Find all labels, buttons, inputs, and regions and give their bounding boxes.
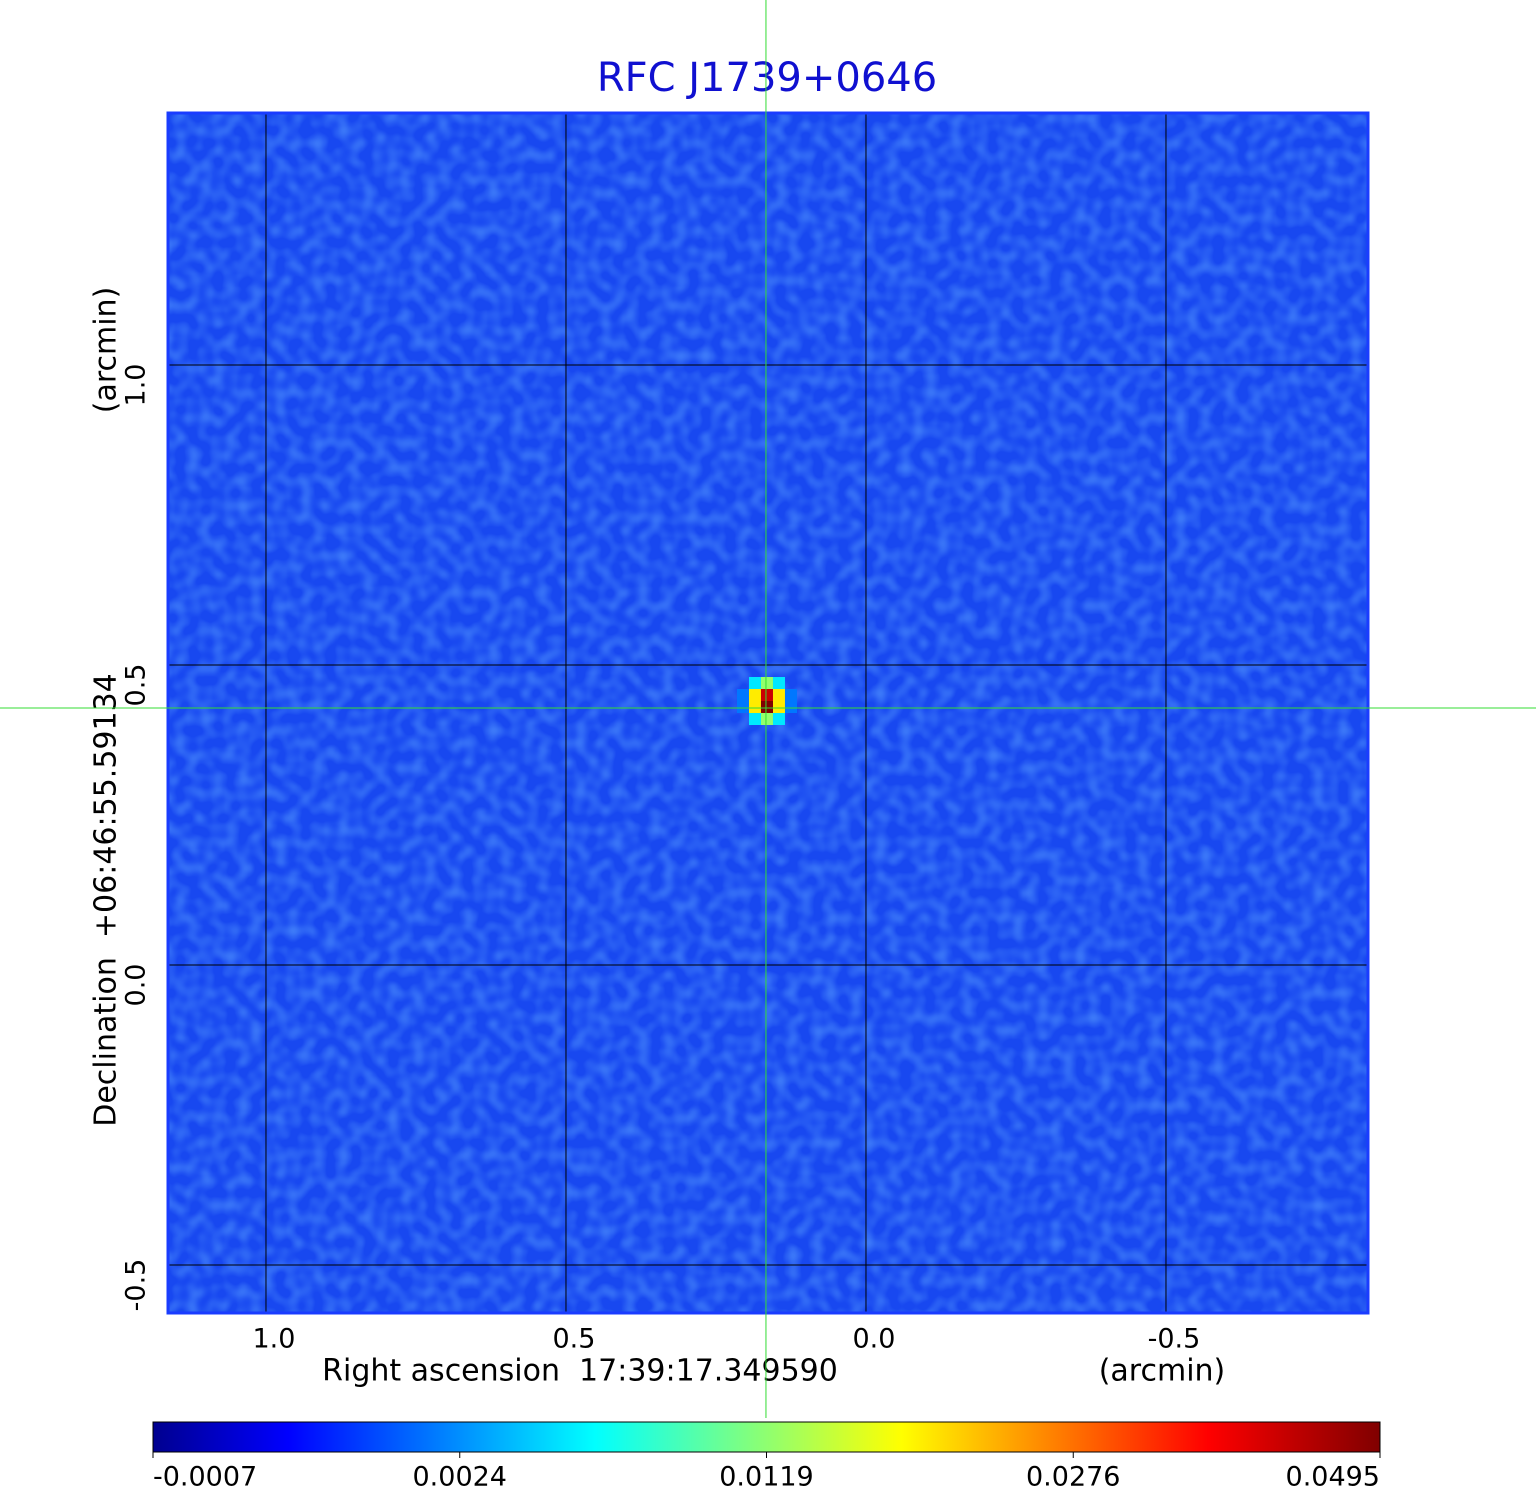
x-axis-label: Right ascension 17:39:17.349590: [322, 1354, 838, 1389]
colorbar-tick-label: 0.0119: [719, 1462, 813, 1493]
source-halo: [772, 713, 785, 725]
colorbar-tick-label: 0.0495: [1286, 1462, 1380, 1493]
y-axis-unit: (arcmin): [89, 287, 124, 414]
source-halo: [784, 689, 797, 701]
x-tick-label: 0.5: [553, 1324, 596, 1355]
source-halo: [772, 689, 785, 701]
colorbar-tick-label: 0.0276: [1026, 1462, 1120, 1493]
source-halo: [736, 701, 749, 713]
chart-title: RFC J1739+0646: [597, 55, 937, 101]
x-tick-label: -0.5: [1148, 1324, 1201, 1355]
colorbar-tick-label: 0.0024: [413, 1462, 507, 1493]
x-tick-label: 0.0: [853, 1324, 896, 1355]
y-tick-label: 0.0: [121, 964, 152, 1007]
plot-border: [166, 111, 1370, 1315]
source-halo: [784, 701, 797, 713]
source-halo: [748, 677, 761, 689]
y-tick-label: 0.5: [121, 664, 152, 707]
source-halo: [772, 701, 785, 713]
source-halo: [760, 713, 773, 725]
source-halo: [748, 701, 761, 713]
source-halo: [748, 689, 761, 701]
x-tick-label: 1.0: [253, 1324, 296, 1355]
source-halo: [760, 689, 773, 701]
source-halo: [760, 677, 773, 689]
y-tick-label: 1.0: [121, 364, 152, 407]
colorbar: [152, 1421, 1381, 1453]
y-axis-label: Declination +06:46:55.59134: [89, 673, 124, 1127]
source-peak: [760, 701, 773, 713]
source-halo: [748, 713, 761, 725]
source-halo: [736, 689, 749, 701]
colorbar-tick-label: -0.0007: [153, 1462, 257, 1493]
y-tick-label: -0.5: [121, 1259, 152, 1312]
x-axis-unit: (arcmin): [1099, 1354, 1226, 1389]
source-halo: [772, 677, 785, 689]
